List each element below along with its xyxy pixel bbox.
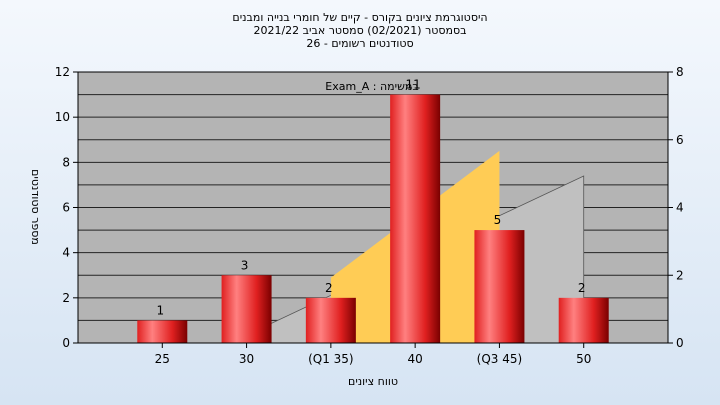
bar-value-label: 1 xyxy=(156,303,164,317)
chart-title-line: בסמסטר (02/2021) סמסטר אביב 2021/22 xyxy=(253,24,466,37)
y-tick-label: 10 xyxy=(55,110,70,124)
y-tick-label: 0 xyxy=(62,336,70,350)
y2-tick-label: 6 xyxy=(676,133,684,147)
y-tick-label: 4 xyxy=(62,246,70,260)
y-tick-label: 12 xyxy=(55,65,70,79)
bar-value-label: 11 xyxy=(406,78,421,92)
x-tick-label: (Q1 35) xyxy=(308,352,354,366)
bar xyxy=(137,320,188,343)
y-axis-label: מספר סטודנטים xyxy=(29,169,42,245)
bar-value-label: 3 xyxy=(241,258,249,272)
bar xyxy=(305,297,356,343)
x-axis-label: טווח ציונים xyxy=(348,375,398,388)
y2-tick-label: 0 xyxy=(676,336,684,350)
y-tick-label: 8 xyxy=(62,155,70,169)
bar xyxy=(474,230,525,343)
y2-tick-label: 4 xyxy=(676,201,684,215)
y2-tick-label: 2 xyxy=(676,268,684,282)
bar-value-label: 2 xyxy=(578,281,586,295)
bar xyxy=(390,94,441,343)
x-tick-label: 30 xyxy=(239,352,254,366)
bar xyxy=(558,297,609,343)
bar xyxy=(221,275,272,343)
x-tick-label: (Q3 45) xyxy=(477,352,523,366)
bar-value-label: 5 xyxy=(494,213,502,227)
x-tick-label: 40 xyxy=(408,352,423,366)
x-tick-label: 25 xyxy=(155,352,170,366)
bar-value-label: 2 xyxy=(325,281,333,295)
y-tick-label: 2 xyxy=(62,291,70,305)
chart-title-line: סטודנטים רשומים - 26 xyxy=(306,37,413,50)
y2-tick-label: 8 xyxy=(676,65,684,79)
x-tick-label: 50 xyxy=(576,352,591,366)
chart-title-line: היסטוגרמת ציונים בקורס - קיים של חומרי ב… xyxy=(232,11,487,24)
y-tick-label: 6 xyxy=(62,201,70,215)
chart-annotation: במשימה : Exam_A xyxy=(325,80,418,93)
